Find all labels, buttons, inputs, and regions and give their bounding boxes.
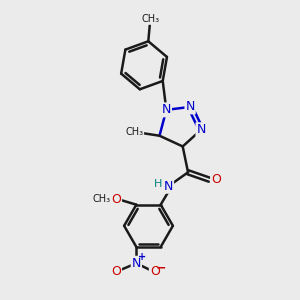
Text: N: N: [185, 100, 195, 113]
Text: N: N: [162, 103, 171, 116]
Text: −: −: [156, 262, 166, 275]
Text: N: N: [196, 123, 206, 136]
Text: N: N: [132, 257, 141, 270]
Text: O: O: [150, 265, 160, 278]
Text: O: O: [211, 173, 221, 186]
Text: O: O: [111, 265, 121, 278]
Text: CH₃: CH₃: [125, 127, 143, 137]
Text: N: N: [164, 180, 173, 193]
Text: CH₃: CH₃: [92, 194, 110, 204]
Text: +: +: [138, 252, 146, 262]
Text: H: H: [154, 179, 162, 190]
Text: O: O: [111, 193, 121, 206]
Text: CH₃: CH₃: [142, 14, 160, 24]
